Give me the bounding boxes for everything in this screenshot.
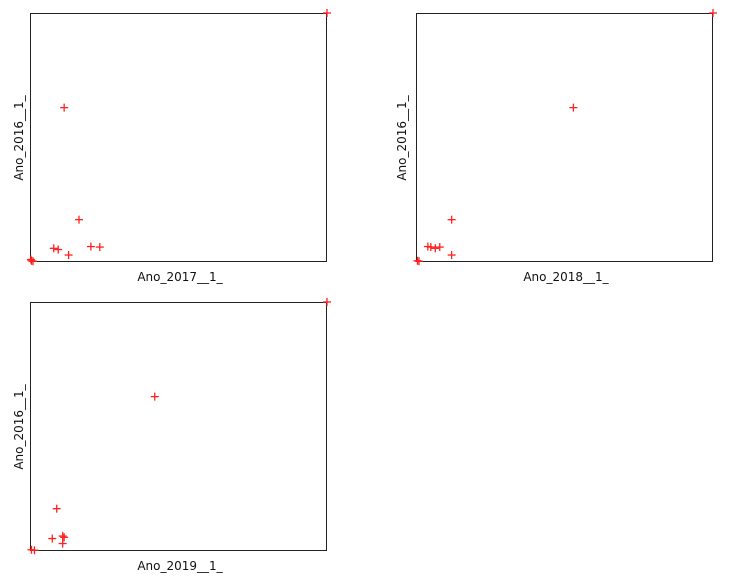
data-point [48,534,57,543]
data-point [58,532,67,541]
data-point [426,243,435,252]
plot-frame [416,13,713,262]
data-point [60,103,69,112]
y-axis-label: Ano_2016__1_ [12,384,26,470]
data-point [447,215,456,224]
data-point [54,245,63,254]
data-point [709,9,717,17]
x-axis-label: Ano_2019__1_ [137,559,223,573]
data-point [49,244,58,253]
data-point [58,539,67,548]
data-point [64,251,73,260]
plot-frame [30,302,327,551]
data-point [60,533,69,542]
data-point [75,215,84,224]
data-point [569,103,578,112]
data-point [150,392,159,401]
data-point [86,242,95,251]
data-point [435,243,444,252]
data-point [26,255,35,264]
data-point [323,298,331,306]
data-point [323,9,331,17]
data-point [95,243,104,252]
x-axis-label: Ano_2018__1_ [523,270,609,284]
data-point [414,257,423,266]
data-point [447,251,456,260]
data-point [431,244,440,253]
x-axis-label: Ano_2017__1_ [137,270,223,284]
data-point [30,546,39,555]
data-point [52,504,61,513]
